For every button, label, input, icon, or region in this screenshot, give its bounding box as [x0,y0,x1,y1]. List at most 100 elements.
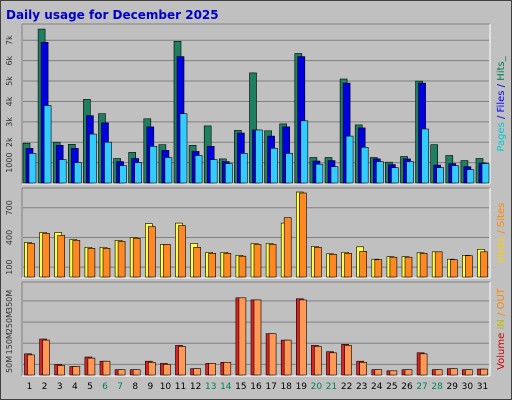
bar-hits-pages [225,163,233,184]
legend-entry: / [496,312,507,316]
legend-entry: Sites [496,203,507,227]
x-tick-label: 15 [235,382,246,392]
bar-visits-sites [193,247,201,278]
bar-volume-out [253,299,262,376]
bar-volume-out [223,361,232,376]
y-tick-label: 50M [5,356,14,373]
x-tick-label: 9 [147,382,153,392]
bar-hits-pages [134,162,142,184]
bar-hits-pages [451,165,460,184]
legend-visits: Visits / Sites [496,203,507,264]
bar-hits-pages [375,161,384,184]
y-tick-label: 6k [5,55,14,65]
legend-entry: Visits [496,237,507,264]
x-tick-label: 30 [462,382,474,392]
y-tick-label: 100 [5,259,14,274]
bar-hits-pages [421,128,429,184]
bar-visits-sites [449,259,458,278]
x-tick-label: 8 [132,382,138,392]
bar-hits-pages [391,167,399,184]
y-tick-label: 3k [5,117,14,127]
bar-visits-sites [117,241,126,278]
bar-visits-sites [359,251,368,278]
bar-visits-sites [404,256,413,278]
x-tick-label: 7 [117,382,123,392]
legend-entry: / [496,112,507,122]
x-tick-label: 1 [27,382,33,392]
legend-entry: Hits [496,61,507,80]
bar-volume-out [163,364,171,376]
bar-volume-out [344,345,352,376]
bar-volume-out [359,361,368,376]
y-tick-label: 5k [5,76,14,86]
bar-hits-pages [149,146,158,184]
x-tick-label: 16 [250,382,262,392]
bar-visits-sites [72,240,81,278]
x-tick-label: 19 [296,382,308,392]
bar-volume-out [102,360,111,376]
y-tick-label: 150M [5,332,14,354]
bar-volume-out [298,299,307,376]
bar-visits-sites [434,251,443,278]
y-tick-label: 250M [5,311,14,333]
x-tick-label: 2 [42,382,48,392]
legend-entry: IN [496,316,507,333]
bar-volume-out [389,370,398,376]
bar-hits-pages [43,105,52,184]
bar-visits-sites [102,248,111,278]
y-tick-label: 700 [5,200,14,215]
legend-entry: Files [496,91,507,113]
x-tick-label: 11 [175,382,186,392]
bar-volume-out [117,369,126,376]
bar-hits-pages [194,155,203,184]
legend-entry: OUT [496,287,507,312]
bar-volume-out [404,369,413,376]
legend-entry: _ [496,55,507,62]
bar-hits-pages [58,159,67,184]
x-tick-label: 29 [447,382,459,392]
x-tick-label: 17 [265,382,276,392]
y-tick-label: 2k [5,137,14,147]
bar-volume-out [268,333,277,376]
legend-hits: Pages / Files / Hits_ [496,55,507,151]
bar-visits-sites [42,233,50,278]
bar-volume-out [283,339,292,376]
bar-hits-pages [466,169,475,184]
bar-volume-out [314,346,322,376]
legend-entry: Pages [496,122,507,151]
chart-title: Daily usage for December 2025 [6,8,219,22]
x-tick-label: 25 [386,382,397,392]
bar-hits-pages [28,153,37,184]
x-tick-label: 14 [220,382,232,392]
x-tick-label: 13 [205,382,216,392]
bar-hits-pages [330,166,339,184]
bar-visits-sites [238,255,247,278]
bar-visits-sites [344,253,352,278]
x-tick-label: 6 [102,382,108,392]
bar-hits-pages [300,120,309,184]
bar-hits-pages [240,153,248,184]
bar-volume-out [434,369,443,376]
bar-visits-sites [223,253,232,278]
bar-visits-sites [283,217,292,278]
bar-visits-sites [178,225,186,278]
bar-visits-sites [163,244,171,278]
x-tick-label: 26 [401,382,413,392]
bar-hits-pages [345,135,354,184]
x-tick-label: 21 [326,382,337,392]
panel-hits: 1000 2k 3k 4k 5k 6k 7k Pages / Files / Hits_ [5,23,507,185]
bar-hits-pages [360,147,369,184]
x-tick-label: 23 [356,382,367,392]
panel-visits: 100 400 700 Visits / Sites [5,187,507,279]
y-tick-label: 7k [5,35,14,45]
bar-volume-out [374,369,383,376]
bar-volume-out [329,352,337,376]
legend-entry: / [496,227,507,237]
bar-visits-sites [389,256,398,278]
bar-volume-out [480,368,488,376]
bar-hits-pages [119,165,127,184]
bar-volume-out [72,366,81,376]
y-tick-label: 400 [5,230,14,245]
